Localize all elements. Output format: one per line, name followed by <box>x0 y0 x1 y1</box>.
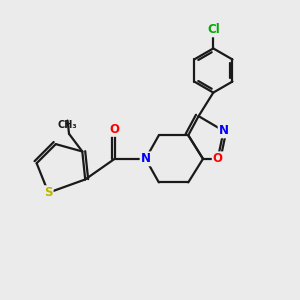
Text: N: N <box>219 124 229 137</box>
Text: S: S <box>44 186 53 199</box>
Text: N: N <box>141 152 151 165</box>
Text: Cl: Cl <box>207 23 220 36</box>
Text: O: O <box>213 152 223 165</box>
Text: CH₃: CH₃ <box>58 120 77 130</box>
Text: O: O <box>110 123 120 136</box>
